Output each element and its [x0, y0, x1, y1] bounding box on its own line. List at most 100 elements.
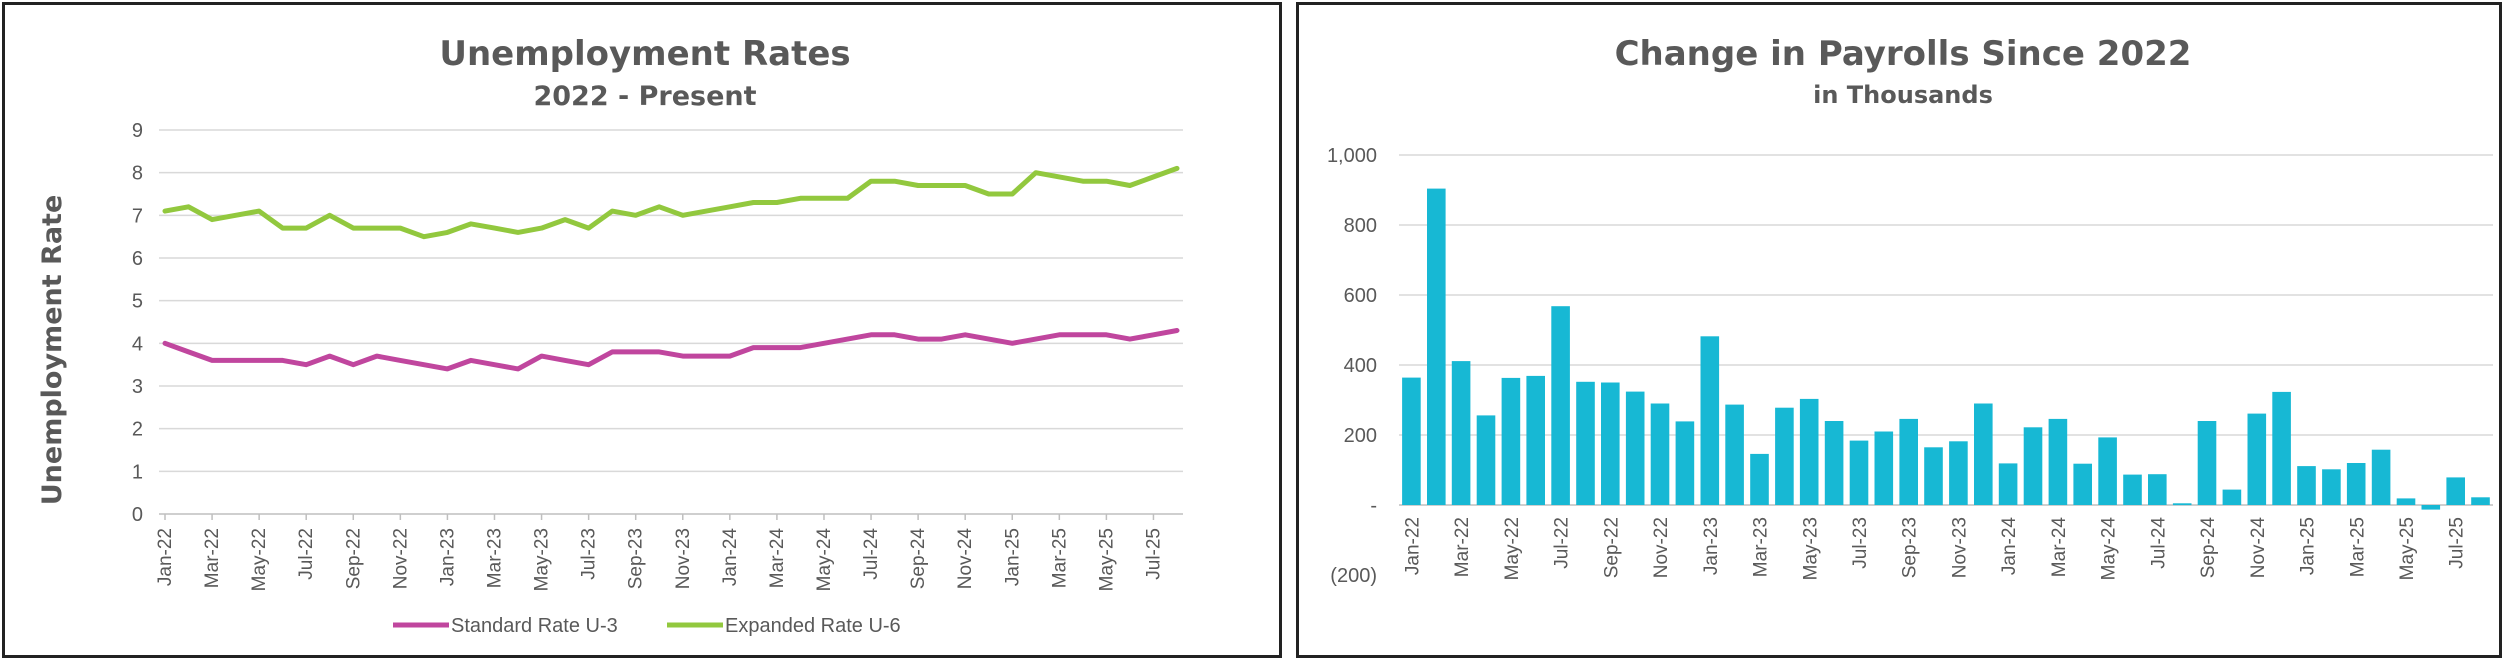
bar [2446, 477, 2465, 505]
bar [2346, 463, 2366, 505]
x-tick-label: Mar-25 [1049, 528, 1070, 588]
x-tick-label: Jan-22 [1402, 517, 1423, 575]
bar [1799, 398, 1819, 505]
unemployment-line-chart: Unemployment Rates 2022 - Present Unempl… [37, 34, 1183, 637]
x-tick-label: Jul-23 [579, 528, 600, 580]
bar [1998, 463, 2018, 505]
y-tick-label: 4 [132, 333, 143, 355]
x-tick-label: Mar-24 [2049, 517, 2070, 578]
x-tick-label: Nov-24 [2248, 517, 2269, 579]
x-tick-label: Nov-22 [390, 528, 411, 589]
bar [2197, 421, 2217, 505]
chart-subtitle: in Thousands [1813, 81, 1993, 109]
x-tick-label: Nov-24 [955, 528, 976, 590]
y-tick-label: 8 [132, 163, 143, 185]
x-tick-label: Mar-24 [767, 528, 788, 589]
x-tick-label: Nov-23 [1949, 517, 1970, 578]
bar [2148, 474, 2167, 505]
bar [2322, 469, 2341, 505]
bar [2098, 437, 2117, 505]
bar [2222, 489, 2242, 505]
bar [1451, 361, 1471, 505]
x-tick-label: Sep-23 [1900, 517, 1921, 578]
y-tick-label: 400 [1344, 355, 1377, 377]
bar [1675, 421, 1695, 505]
x-tick-label: Nov-23 [673, 528, 694, 589]
bar [2421, 505, 2441, 510]
bar [1974, 403, 1993, 505]
y-tick-labels: (200) - 200 400 600 800 1,000 [1327, 145, 1377, 587]
x-tick-label: May-24 [814, 528, 835, 592]
bar [2023, 427, 2043, 505]
bar [1476, 415, 1496, 505]
y-tick-label: 200 [1344, 425, 1377, 447]
x-tick-label: Jul-22 [296, 528, 317, 580]
payrolls-chart-panel: Change in Payrolls Since 2022 in Thousan… [1296, 2, 2502, 658]
bar [2247, 413, 2267, 505]
x-tick-labels: Jan-22 Mar-22 May-22 Jul-22 Sep-22 Nov-22 Jan-… [155, 514, 1164, 591]
y-tick-label: (200) [1330, 565, 1377, 587]
legend-label: Standard Rate U-3 [451, 615, 618, 637]
bar [1924, 447, 1943, 506]
chart-title: Change in Payrolls Since 2022 [1615, 34, 2192, 74]
bar [1899, 418, 1918, 505]
x-tick-label: Sep-24 [2198, 517, 2219, 579]
x-tick-label: Jan-24 [1999, 517, 2020, 576]
x-tick-label: Sep-22 [343, 528, 364, 589]
x-tick-labels: Jan-22 Mar-22 May-22 Jul-22 Sep-22 Nov-22 Jan-… [1402, 517, 2467, 581]
bar [2471, 497, 2490, 505]
series-line-u3 [162, 328, 1180, 372]
bar [1775, 407, 1794, 505]
y-tick-label: 800 [1344, 215, 1377, 237]
x-tick-label: May-24 [2099, 517, 2120, 581]
y-tick-labels: 0 1 2 3 4 5 6 7 8 9 [132, 120, 143, 526]
y-tick-label: 600 [1344, 285, 1377, 307]
x-tick-label: Mar-25 [2347, 517, 2368, 577]
gridlines [159, 129, 1183, 515]
y-tick-label: - [1370, 495, 1377, 517]
x-tick-label: Sep-24 [908, 528, 929, 590]
bar [1601, 382, 1620, 505]
y-tick-label: 9 [132, 120, 143, 142]
legend: Standard Rate U-3 Expanded Rate U-6 [393, 615, 901, 637]
x-tick-label: Nov-22 [1651, 517, 1672, 578]
series-line-u6 [162, 165, 1180, 240]
bars [1402, 188, 2490, 510]
y-tick-label: 0 [132, 504, 143, 526]
bar [1849, 440, 1869, 505]
bar [1650, 403, 1670, 505]
bar [2123, 474, 2142, 505]
y-tick-label: 5 [132, 291, 143, 313]
bar [1576, 381, 1595, 505]
legend-label: Expanded Rate U-6 [725, 615, 901, 637]
y-axis-label: Unemployment Rate [37, 195, 68, 506]
x-tick-label: Jul-23 [1850, 517, 1871, 569]
bar [1874, 431, 1894, 505]
bar [1427, 188, 1446, 505]
x-tick-label: May-22 [1502, 517, 1523, 580]
bar [2073, 463, 2092, 505]
y-tick-label: 6 [132, 248, 143, 270]
x-tick-label: May-25 [1096, 528, 1117, 591]
bar [1750, 453, 1769, 505]
x-tick-label: May-22 [249, 528, 270, 591]
x-tick-label: Mar-23 [1751, 517, 1772, 577]
bar [1526, 375, 1545, 505]
x-tick-label: Mar-22 [1452, 517, 1473, 577]
y-tick-label: 7 [132, 205, 143, 227]
bar [1725, 404, 1744, 505]
y-tick-label: 1,000 [1327, 145, 1377, 167]
x-tick-label: Jan-23 [437, 528, 458, 586]
bar [1700, 336, 1720, 505]
x-tick-label: Mar-22 [202, 528, 223, 588]
chart-title: Unemployment Rates [439, 34, 850, 74]
bar [2297, 466, 2316, 505]
bar [1402, 377, 1421, 505]
x-tick-label: Jan-24 [720, 528, 741, 587]
bar [1551, 306, 1570, 505]
x-tick-label: May-25 [2397, 517, 2418, 580]
bar [1949, 441, 1968, 505]
bar [2396, 498, 2416, 505]
x-tick-label: Jan-25 [2298, 517, 2319, 575]
bar [2048, 418, 2068, 505]
